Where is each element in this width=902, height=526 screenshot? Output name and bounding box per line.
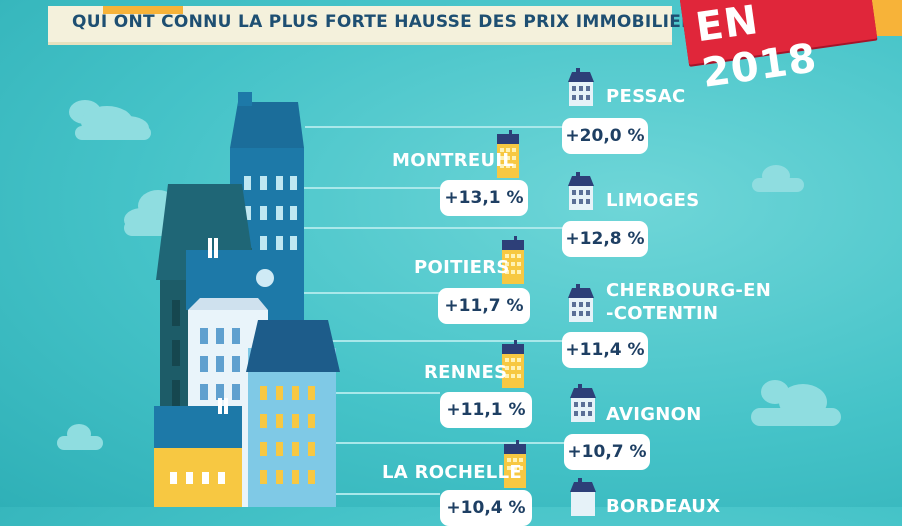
value-pill-pessac: +20,0 % (562, 118, 648, 154)
cloud-icon (57, 424, 103, 450)
tower-icon (502, 236, 524, 284)
connector-line (290, 292, 440, 294)
connector-line (305, 126, 565, 128)
tower-icon (504, 440, 526, 488)
city-label-avignon: AVIGNON (606, 404, 702, 425)
buildings-illustration (154, 92, 340, 507)
cloud-icon (751, 380, 841, 426)
cloud-icon (752, 165, 804, 192)
value-pill-cherbourg: +11,4 % (562, 332, 648, 368)
city-label-limoges: LIMOGES (606, 190, 700, 211)
city-label-cherbourg-line1: CHERBOURG-EN (606, 280, 772, 301)
house-icon (570, 384, 596, 422)
house-icon (568, 68, 594, 106)
header-tab (103, 6, 183, 14)
connector-line (300, 187, 440, 189)
city-label-la-rochelle: LA ROCHELLE (382, 462, 522, 483)
city-label-pessac: PESSAC (606, 86, 686, 107)
connector-line (300, 442, 565, 444)
house-icon (568, 172, 594, 210)
tower-icon (497, 130, 519, 178)
header-title: QUI ONT CONNU LA PLUS FORTE HAUSSE DES P… (72, 12, 708, 32)
city-label-cherbourg-line2: -COTENTIN (606, 303, 719, 324)
connector-line (290, 392, 440, 394)
house-icon (568, 284, 594, 322)
connector-line (300, 227, 565, 229)
house-icon (570, 478, 596, 516)
city-label-montreuil: MONTREUIL (392, 150, 515, 171)
connector-line (290, 493, 440, 495)
value-pill-poitiers: +11,7 % (438, 288, 530, 324)
tower-icon (502, 340, 524, 388)
value-pill-avignon: +10,7 % (564, 434, 650, 470)
ribbon-text: EN 2018 (692, 0, 820, 97)
value-pill-rennes: +11,1 % (440, 392, 532, 428)
value-pill-limoges: +12,8 % (562, 221, 648, 257)
year-ribbon: EN 2018 (678, 0, 878, 97)
connector-line (300, 340, 565, 342)
city-label-rennes: RENNES (424, 362, 508, 383)
header-band (48, 6, 672, 45)
cloud-icon (69, 100, 151, 140)
city-label-poitiers: POITIERS (414, 257, 510, 278)
value-pill-la-rochelle: +10,4 % (440, 490, 532, 526)
value-pill-montreuil: +13,1 % (440, 180, 528, 216)
